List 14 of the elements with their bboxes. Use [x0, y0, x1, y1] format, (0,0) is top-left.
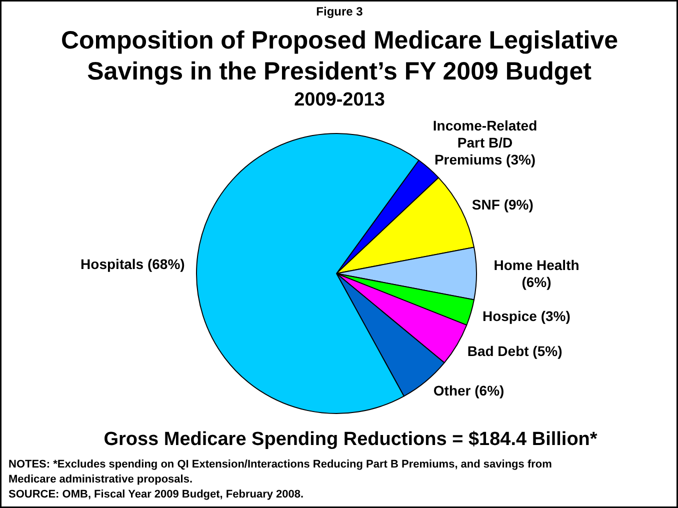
caption: Figure 3 [316, 4, 364, 18]
slice-label: Home Health [494, 257, 580, 273]
source-note: SOURCE: OMB, Fiscal Year 2009 Budget, February 2008. [8, 488, 304, 500]
slice-label: Income-Related Part B/D Premiums (3%) [432, 117, 538, 168]
slice-label: Hospice (3%) [482, 308, 570, 324]
slice-label: Hospitals (68%) [80, 256, 185, 272]
slice-label: Bad Debt (5%) [467, 342, 562, 359]
chart-subtitle: 2009-2013 [294, 90, 385, 110]
text: Gross Medicare Spending Reductions = $184.4 Billion* [104, 429, 598, 450]
text: NOTES: *Excludes spending on QI Extension/Interactions Reducing Part B Premiums, and savings from Medicare administrative proposals. [8, 458, 552, 486]
chart-title: Composition of Proposed Medicare Legislative Savings in the President’s FY 2009 Budget [60, 26, 618, 86]
data-label: (6%) [522, 274, 552, 290]
slice-label: Other (6%) [433, 382, 504, 399]
slice-label: SNF (9%) [472, 196, 534, 212]
